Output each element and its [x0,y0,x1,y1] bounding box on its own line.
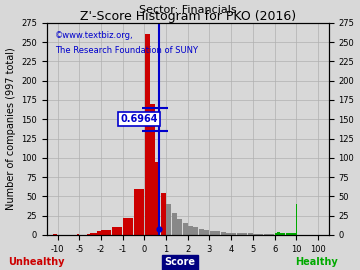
Bar [172,213,177,235]
Text: Unhealthy: Unhealthy [8,257,64,267]
Bar [231,233,237,235]
Text: Healthy: Healthy [296,257,338,267]
Bar [77,234,79,235]
Text: The Research Foundation of SUNY: The Research Foundation of SUNY [55,46,198,55]
Bar [102,230,111,235]
Bar [278,232,280,235]
Text: Score: Score [165,257,195,267]
Bar [145,34,150,235]
Bar [210,231,215,235]
Bar [215,231,220,235]
Bar [226,233,231,235]
Bar [264,234,274,235]
Bar [285,233,291,235]
Bar [123,218,133,235]
Bar [150,104,155,235]
Bar [204,230,209,235]
Bar [87,234,90,235]
Bar [248,233,253,235]
Bar [94,233,97,235]
Bar [221,232,226,235]
Bar [156,162,161,235]
Bar [177,220,182,235]
Title: Z'-Score Histogram for PKO (2016): Z'-Score Histogram for PKO (2016) [80,10,296,23]
Bar [90,233,94,235]
Bar [53,234,57,235]
Bar [161,193,166,235]
Text: 0.6964: 0.6964 [120,114,158,124]
Bar [188,226,193,235]
Bar [183,223,188,235]
Bar [134,189,144,235]
Bar [275,233,276,235]
Bar [242,233,247,235]
Bar [193,227,198,235]
Bar [253,234,263,235]
Bar [166,204,171,235]
Text: Sector: Financials: Sector: Financials [139,5,237,15]
Bar [280,233,285,235]
Bar [112,227,122,235]
Bar [291,233,296,235]
Y-axis label: Number of companies (997 total): Number of companies (997 total) [5,48,15,210]
Bar [199,229,204,235]
Text: ©www.textbiz.org,: ©www.textbiz.org, [55,31,134,40]
Bar [98,231,101,235]
Bar [237,233,242,235]
Bar [276,233,277,235]
